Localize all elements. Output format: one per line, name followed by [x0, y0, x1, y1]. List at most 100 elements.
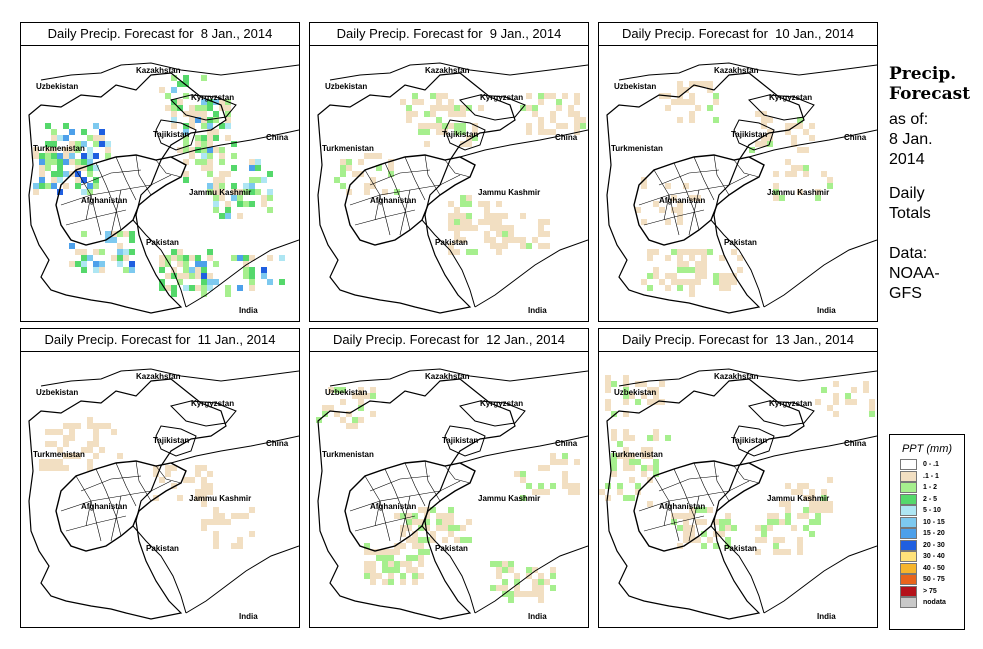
precip-cell [761, 123, 767, 129]
precip-cell [454, 207, 460, 213]
precip-cell [261, 201, 267, 207]
map-label-turkmenistan: Turkmenistan [33, 144, 85, 153]
precip-cell [833, 411, 839, 417]
precip-cell [611, 459, 617, 465]
precip-cell [267, 195, 273, 201]
map-label-tajikistan: Tajikistan [153, 130, 189, 139]
precip-cell [454, 129, 460, 135]
precip-cell [159, 261, 165, 267]
precip-cell [671, 99, 677, 105]
precip-cell [213, 129, 219, 135]
precip-cell [117, 255, 123, 261]
precip-cell [460, 111, 466, 117]
precip-cell [785, 549, 791, 555]
panel-title: Daily Precip. Forecast for 11 Jan., 2014 [21, 329, 299, 352]
precip-cell [255, 189, 261, 195]
precip-cell [382, 567, 388, 573]
precip-cell [111, 429, 117, 435]
precip-cell [93, 441, 99, 447]
precip-cell [725, 525, 731, 531]
precip-cell [466, 219, 472, 225]
precip-cell [430, 537, 436, 543]
precip-cell [352, 417, 358, 423]
map-label-uzbekistan: Uzbekistan [36, 388, 78, 397]
precip-cell [105, 231, 111, 237]
heading-line-2: Forecast [889, 84, 971, 104]
precip-cell [821, 495, 827, 501]
precip-cell [406, 561, 412, 567]
precip-cell [460, 201, 466, 207]
precip-cell [340, 165, 346, 171]
forecast-panel-6: Daily Precip. Forecast for 13 Jan., 2014… [598, 328, 878, 628]
legend-item: 0 - .1 [890, 459, 964, 471]
panel-title: Daily Precip. Forecast for 12 Jan., 2014 [310, 329, 588, 352]
precip-cell [791, 525, 797, 531]
precip-cell [653, 399, 659, 405]
precip-cell [635, 459, 641, 465]
precip-cell [641, 465, 647, 471]
precip-cell [568, 105, 574, 111]
precip-cell [237, 543, 243, 549]
precip-cell [39, 165, 45, 171]
precip-cell [767, 135, 773, 141]
precip-cell [538, 465, 544, 471]
map-label-turkmenistan: Turkmenistan [322, 450, 374, 459]
precip-cell [382, 579, 388, 585]
precip-cell [532, 111, 538, 117]
precip-cell [39, 159, 45, 165]
precip-cell [472, 129, 478, 135]
province-boundary [384, 468, 411, 537]
precip-cell [201, 153, 207, 159]
precip-cell [767, 117, 773, 123]
precip-cell [207, 159, 213, 165]
precip-cell [81, 231, 87, 237]
tajikistan-border [155, 425, 197, 457]
precip-cell [845, 399, 851, 405]
precip-cell [773, 513, 779, 519]
precip-cell [514, 471, 520, 477]
precip-cell [647, 249, 653, 255]
precip-cell [803, 483, 809, 489]
precip-cell [647, 501, 653, 507]
province-boundary [688, 189, 700, 236]
kyrgyzstan-border [170, 94, 237, 121]
precip-cell [57, 429, 63, 435]
precip-cell [388, 555, 394, 561]
map-label-kazakhstan: Kazakhstan [425, 372, 470, 381]
precip-cell [442, 525, 448, 531]
precip-cell [183, 159, 189, 165]
precip-cell [430, 507, 436, 513]
precip-cell [39, 153, 45, 159]
precip-cell [641, 183, 647, 189]
precip-cell [165, 93, 171, 99]
precip-cell [117, 249, 123, 255]
precip-cell [99, 447, 105, 453]
precip-cell [466, 225, 472, 231]
daily-totals: Daily Totals [889, 184, 931, 224]
precip-cell [183, 111, 189, 117]
province-boundary [369, 169, 431, 186]
precip-cell [249, 273, 255, 279]
precip-cell [57, 459, 63, 465]
precip-cell [219, 177, 225, 183]
precip-cell [683, 525, 689, 531]
panel-title: Daily Precip. Forecast for 8 Jan., 2014 [21, 23, 299, 46]
precip-cell [93, 249, 99, 255]
precip-cell [231, 183, 237, 189]
precip-cell [45, 147, 51, 153]
precip-cell [526, 483, 532, 489]
precip-cell [574, 489, 580, 495]
precip-cell [436, 513, 442, 519]
precip-map: Kazakhstan Uzbekistan Kyrgyzstan Tajikistan… [28, 62, 299, 315]
precip-cell [809, 507, 815, 513]
precip-cell [207, 117, 213, 123]
province-boundary [733, 465, 760, 484]
precip-map: Kazakhstan Uzbekistan Kyrgyzstan Tajikistan… [606, 62, 877, 315]
precip-cell [514, 579, 520, 585]
precip-cell [231, 153, 237, 159]
precip-cell [370, 387, 376, 393]
china-border [459, 129, 588, 158]
precip-cell [755, 525, 761, 531]
precip-cell [785, 159, 791, 165]
precip-cell [653, 393, 659, 399]
